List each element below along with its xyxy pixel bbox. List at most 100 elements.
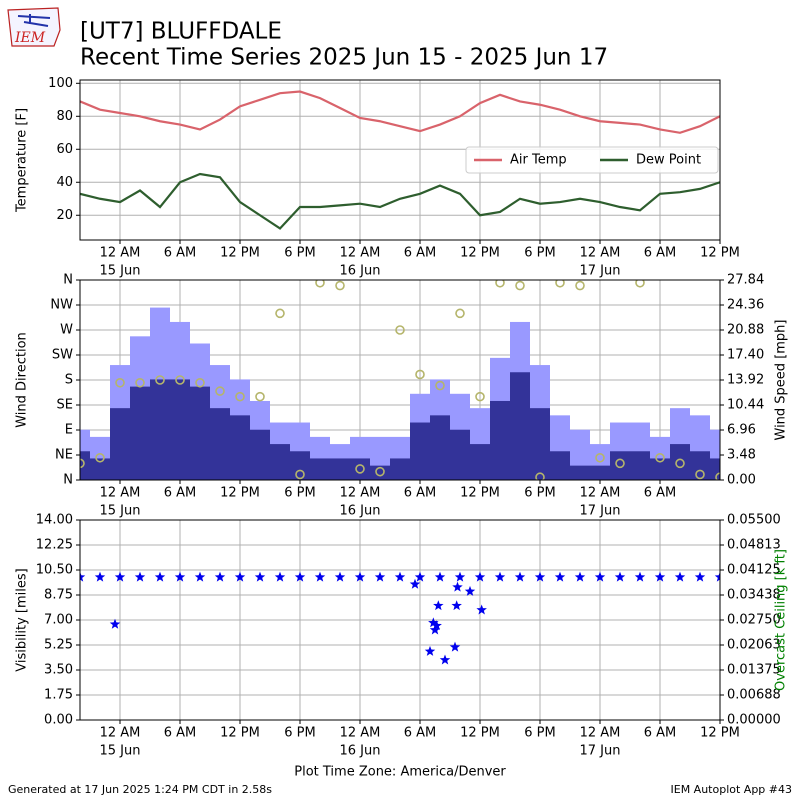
bar [370,465,390,480]
y-tick-label: 80 [56,109,73,124]
logo-text: IEM [14,30,46,46]
point [429,624,441,635]
bar [590,465,610,480]
point [80,458,85,469]
x-tick-label: 6 AM [164,726,197,741]
point [134,571,146,582]
subtitle: Recent Time Series 2025 Jun 15 - 2025 Ju… [80,45,608,71]
y2-tick-label: 0.02063 [727,638,781,653]
y-tick-label: 8.75 [44,588,73,603]
point [195,377,205,388]
x-tick-label: 12 AM [580,726,621,741]
y-tick-label: 40 [56,175,73,190]
y2-tick-label: 0.01375 [727,663,781,678]
point [474,571,486,582]
x-tick-label: 6 AM [404,486,437,501]
point [434,571,446,582]
bar [570,465,590,480]
chart: 12 AM 15 Jun 6 AM 12 PM 6 PM 12 AM 16 Jun 6 AM 1… [15,513,789,780]
x-tick-label: 6 AM [164,246,197,261]
legend-box [465,146,719,174]
footer-left: Generated at 17 Jun 2025 1:24 PM CDT in … [8,783,272,796]
point [594,571,606,582]
x-tick-label: 12 AM [580,246,621,261]
point [114,571,126,582]
point [334,571,346,582]
chart: 12 AM 15 Jun 6 AM 12 PM 6 PM 12 AM 16 Jun 6 AM 1… [15,273,789,519]
point [534,571,546,582]
x-tick-label: 12 PM [220,726,260,741]
x-tick-label: 6 PM [524,246,555,261]
point [614,571,626,582]
bar [290,451,310,480]
point [109,618,121,629]
point [655,452,665,463]
y2-tick-label: 0.05500 [727,513,781,528]
bar [490,400,510,480]
point [214,571,226,582]
y-tick-label: 0.00 [44,713,73,728]
plot-area [80,90,720,230]
point [455,308,465,319]
bar [130,386,150,480]
legend-label: Dew Point [636,153,701,168]
x-tick-date: 15 Jun [100,504,141,519]
point [335,280,345,291]
y-tick-label: 20 [56,208,73,223]
point [314,571,326,582]
x-tick-date: 16 Jun [340,504,381,519]
point [454,571,466,582]
point [275,308,285,319]
x-tick-label: 12 PM [220,246,260,261]
plot-frame [79,519,721,721]
x-tick-label: 12 PM [700,726,740,741]
y-tick-label: 1.75 [44,688,73,703]
y2-tick-label: 0.00688 [727,688,781,703]
bar [170,379,190,480]
point [694,571,706,582]
point [255,391,265,402]
x-tick-label: 12 AM [100,486,141,501]
point [374,571,386,582]
point [431,620,442,631]
x-tick-label: 12 AM [100,246,141,261]
plot-frame [79,279,721,481]
point [635,280,645,288]
bar [80,451,90,480]
point [395,325,405,335]
y2-tick-label: 6.96 [727,423,756,438]
bar [430,415,450,480]
bar [530,408,550,480]
bar [190,386,210,480]
x-tick-label: 6 AM [644,486,677,501]
point [554,571,566,582]
y-tick-label: 60 [56,142,73,157]
x-axis-label: Plot Time Zone: America/Denver [294,765,506,780]
y-tick-label: 12.25 [36,538,73,553]
point [695,469,705,480]
point [555,280,565,288]
point [294,571,306,582]
footer-right: IEM Autoplot App #43 [671,783,793,796]
point [575,280,585,291]
point [174,571,186,582]
x-tick-label: 6 AM [164,486,197,501]
y-axis-label: Visibility [miles] [15,568,30,671]
x-tick-label: 12 AM [340,726,381,741]
x-tick-label: 6 PM [524,486,555,501]
point [394,571,406,582]
x-tick-label: 6 AM [404,246,437,261]
point [675,458,685,469]
point [464,585,476,596]
logo-lines [17,14,51,27]
x-tick-label: 6 PM [284,726,315,741]
y2-axis-label: Wind Speed [mph] [774,320,789,441]
point [494,571,506,582]
point [714,571,720,582]
plot-area [80,571,720,665]
bar [690,451,710,480]
point [215,386,225,396]
point [354,571,366,582]
point [433,600,444,611]
y-tick-label: NW [50,298,73,313]
